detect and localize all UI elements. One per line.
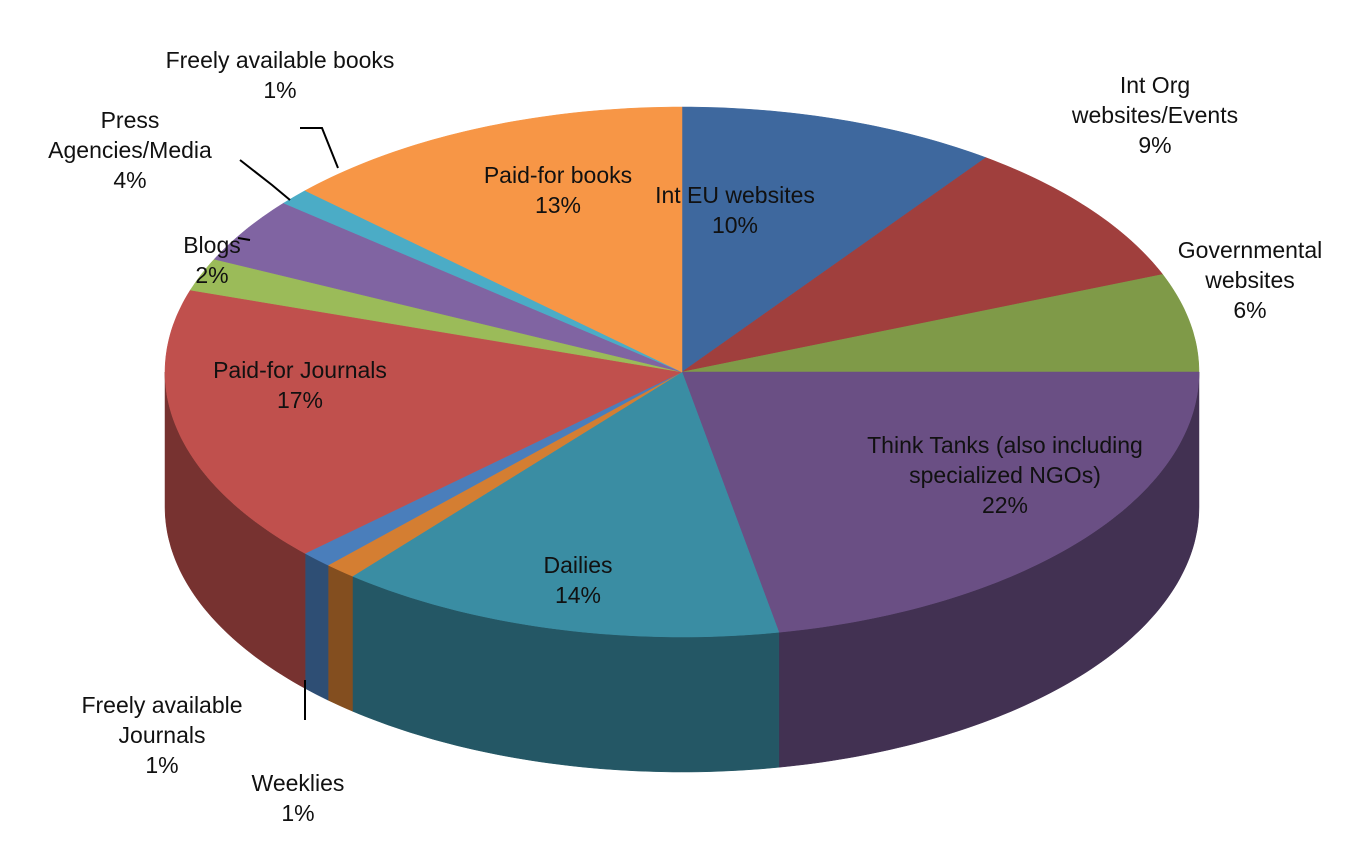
slice [213, 202, 683, 373]
slice [681, 274, 1200, 373]
label-value: 1% [263, 77, 297, 103]
label-name: Paid-for Journals [213, 357, 387, 383]
leader-line [237, 237, 251, 241]
label-value: 6% [1233, 297, 1267, 323]
slice-side [327, 564, 353, 712]
slice-label: Dailies 14% [498, 550, 658, 610]
label-name: Weeklies [251, 770, 345, 796]
label-name: Governmental websites [1177, 237, 1323, 293]
label-name: Int EU websites [655, 182, 815, 208]
label-value: 1% [145, 752, 179, 778]
label-name: Dailies [543, 552, 613, 578]
slice [681, 157, 1164, 373]
slice-label: Paid-for books 13% [448, 160, 668, 220]
label-value: 17% [276, 387, 324, 413]
slice [164, 289, 683, 554]
slice [681, 106, 987, 373]
label-name: Int Org websites/Events [1071, 72, 1239, 128]
slice-label: Think Tanks (also including specialized … [860, 430, 1150, 520]
label-value: 13% [534, 192, 582, 218]
label-value: 9% [1138, 132, 1172, 158]
slice-label: Weeklies 1% [218, 768, 378, 828]
slice-label: Int EU websites 10% [655, 180, 815, 240]
slice-side [304, 552, 329, 701]
slice [681, 371, 1200, 633]
slice-label: Press Agencies/Media 4% [30, 105, 230, 195]
label-name: Paid-for books [483, 162, 633, 188]
label-value: 14% [554, 582, 602, 608]
leader-line [239, 159, 291, 201]
slice [304, 106, 683, 373]
label-value: 1% [281, 800, 315, 826]
label-value: 2% [195, 262, 229, 288]
label-value: 10% [711, 212, 759, 238]
label-value: 4% [113, 167, 147, 193]
label-name: Freely available Journals [81, 692, 243, 748]
slice [189, 258, 683, 373]
slice-label: Freely available books 1% [165, 45, 395, 105]
label-name: Press Agencies/Media [48, 107, 212, 163]
label-name: Think Tanks (also including specialized … [867, 432, 1143, 488]
slice-label: Paid-for Journals 17% [170, 355, 430, 415]
label-name: Freely available books [165, 47, 395, 73]
slice-label: Freely available Journals 1% [57, 690, 267, 780]
leader-line [300, 127, 339, 169]
label-value: 22% [981, 492, 1029, 518]
slice-label: Int Org websites/Events 9% [1035, 70, 1275, 160]
label-name: Blogs [183, 232, 241, 258]
slice-label: Blogs 2% [162, 230, 262, 290]
slice-label: Governmental websites 6% [1150, 235, 1350, 325]
slice [351, 371, 780, 638]
